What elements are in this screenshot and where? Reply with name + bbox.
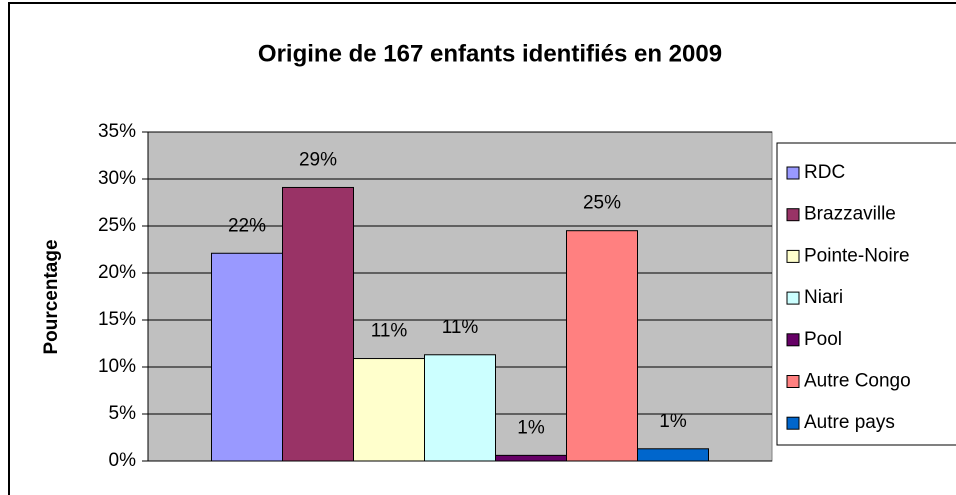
y-tick-label: 35% bbox=[98, 121, 136, 142]
legend-box bbox=[776, 142, 956, 446]
y-axis-label: Pourcentage bbox=[41, 239, 62, 354]
legend-label: RDC bbox=[804, 162, 845, 183]
legend-swatch bbox=[786, 208, 800, 222]
data-label: 25% bbox=[583, 193, 621, 214]
data-label: 29% bbox=[299, 149, 337, 170]
legend-label: Pool bbox=[804, 329, 842, 350]
bar bbox=[282, 186, 354, 462]
chart-title: Origine de 167 enfants identifiés en 200… bbox=[258, 40, 722, 67]
y-tick-label: 0% bbox=[109, 450, 137, 471]
data-label: 11% bbox=[371, 321, 408, 342]
y-tick-label: 15% bbox=[98, 309, 136, 330]
y-tick-label: 25% bbox=[98, 215, 136, 236]
data-label: 22% bbox=[228, 215, 266, 236]
data-label: 1% bbox=[659, 411, 687, 432]
legend-swatch bbox=[786, 249, 800, 263]
bar bbox=[637, 448, 709, 462]
bar bbox=[353, 358, 425, 462]
bar bbox=[566, 230, 638, 462]
data-label: 11% bbox=[442, 317, 479, 338]
bar bbox=[211, 252, 283, 462]
legend-swatch bbox=[786, 166, 800, 180]
legend-swatch bbox=[786, 416, 800, 430]
legend-label: Autre Congo bbox=[804, 371, 911, 392]
legend-label: Autre pays bbox=[804, 412, 895, 433]
y-tick-label: 20% bbox=[98, 262, 136, 283]
legend-swatch bbox=[786, 333, 800, 347]
legend-label: Brazzaville bbox=[804, 204, 896, 225]
y-tick-label: 5% bbox=[109, 403, 137, 424]
bar bbox=[495, 454, 567, 462]
y-tick-label: 10% bbox=[98, 356, 136, 377]
legend-label: Niari bbox=[804, 287, 843, 308]
bar bbox=[424, 354, 496, 462]
legend-swatch bbox=[786, 375, 800, 388]
legend-label: Pointe-Noire bbox=[804, 245, 910, 266]
legend-swatch bbox=[786, 291, 800, 305]
data-label: 1% bbox=[517, 417, 545, 438]
y-tick-label: 30% bbox=[98, 168, 136, 189]
